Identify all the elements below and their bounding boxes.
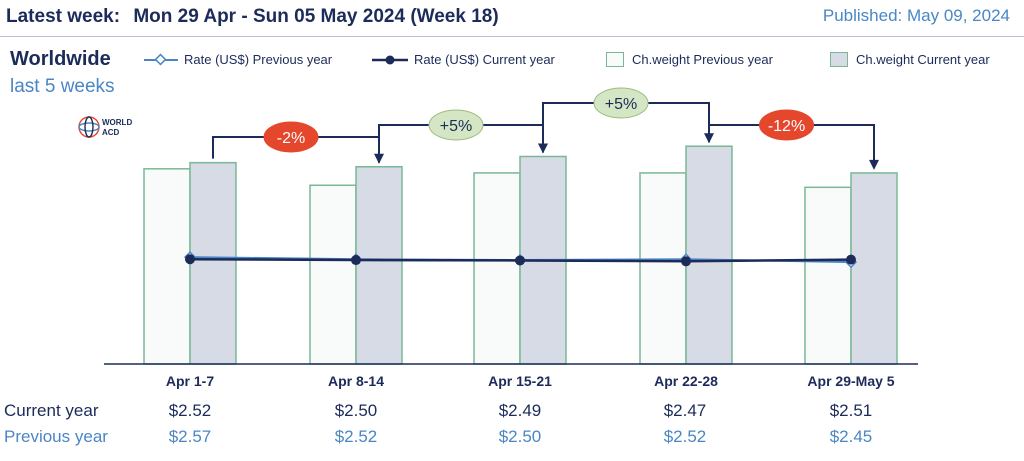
- region-title: Worldwide: [10, 48, 111, 70]
- legend-swatch-cur: [830, 52, 848, 67]
- legend-rate-cur-label: Rate (US$) Current year: [414, 52, 555, 67]
- dot-line-icon: [372, 55, 408, 64]
- bar-prev-year: [309, 184, 357, 365]
- diamond-line-icon: [144, 52, 178, 66]
- change-badge: [263, 121, 319, 153]
- legend-cw-cur: Ch.weight Current year: [830, 52, 990, 67]
- bar-current-year: [355, 166, 403, 365]
- previous-value: $2.50: [498, 427, 542, 446]
- change-badge: [593, 87, 649, 119]
- x-tick-label: Apr 8-14: [328, 373, 384, 389]
- legend-rate-cur: Rate (US$) Current year: [372, 52, 555, 67]
- bar-current-year: [685, 145, 733, 365]
- rate-current-point: [681, 256, 691, 267]
- current-year-row-label: Current year: [4, 401, 99, 420]
- current-value: $2.47: [663, 401, 707, 420]
- previous-year-row-label: Previous year: [4, 427, 108, 446]
- x-tick-label: Apr 29-May 5: [807, 373, 894, 389]
- bar-current-year: [189, 161, 237, 365]
- current-value: $2.50: [334, 401, 378, 420]
- world-acd-logo: WORLD ACD: [78, 116, 148, 146]
- rate-current-point: [515, 255, 525, 266]
- legend-rate-prev: Rate (US$) Previous year: [144, 52, 332, 67]
- week-range: Mon 29 Apr - Sun 05 May 2024 (Week 18): [133, 6, 499, 27]
- legend-cw-prev-label: Ch.weight Previous year: [632, 52, 773, 67]
- period-subtitle: last 5 weeks: [10, 76, 115, 97]
- globe-icon: [78, 116, 100, 138]
- previous-value: $2.45: [829, 427, 873, 446]
- logo-text-world: WORLD: [102, 118, 133, 127]
- bar-current-year: [850, 172, 898, 365]
- current-value: $2.49: [498, 401, 542, 420]
- change-label: +5%: [440, 118, 472, 135]
- change-badge: [759, 109, 814, 141]
- logo-text-acd: ACD: [102, 128, 120, 137]
- x-tick-label: Apr 22-28: [654, 373, 718, 389]
- legend-cw-cur-label: Ch.weight Current year: [856, 52, 990, 67]
- previous-value: $2.57: [168, 427, 212, 446]
- x-tick-label: Apr 1-7: [166, 373, 214, 389]
- header-week: Latest week: Mon 29 Apr - Sun 05 May 202…: [6, 6, 499, 28]
- current-value: $2.51: [829, 401, 873, 420]
- bar-prev-year: [143, 168, 191, 365]
- logo-text: WORLD ACD: [102, 118, 132, 138]
- bar-prev-year: [804, 186, 852, 365]
- current-value: $2.52: [168, 401, 212, 420]
- change-label: -2%: [277, 130, 305, 147]
- latest-week-label: Latest week:: [6, 6, 121, 27]
- bar-prev-year: [639, 172, 687, 365]
- change-badge: [428, 109, 484, 141]
- legend-swatch-prev: [606, 52, 624, 67]
- published-date: Published: May 09, 2024: [822, 6, 1010, 25]
- rate-current-point: [846, 254, 856, 265]
- change-arrowhead: [869, 159, 879, 170]
- change-label: +5%: [605, 96, 637, 113]
- previous-value: $2.52: [663, 427, 707, 446]
- rate-current-point: [351, 255, 361, 266]
- rate-current-point: [185, 254, 195, 265]
- legend-rate-prev-label: Rate (US$) Previous year: [184, 52, 333, 67]
- legend-cw-prev: Ch.weight Previous year: [606, 52, 773, 67]
- x-tick-label: Apr 15-21: [488, 373, 552, 389]
- change-label: -12%: [768, 118, 805, 135]
- previous-value: $2.52: [334, 427, 378, 446]
- header-divider: [0, 36, 1024, 37]
- bar-prev-year: [473, 172, 521, 365]
